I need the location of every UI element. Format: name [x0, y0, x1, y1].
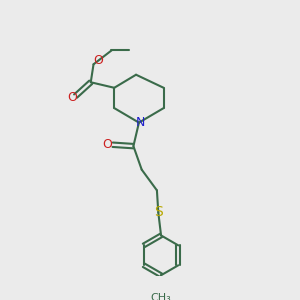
Text: S: S: [154, 206, 163, 220]
Text: N: N: [136, 116, 145, 129]
Text: O: O: [94, 55, 103, 68]
Text: O: O: [67, 91, 77, 104]
Text: O: O: [102, 138, 112, 151]
Text: CH₃: CH₃: [151, 293, 171, 300]
